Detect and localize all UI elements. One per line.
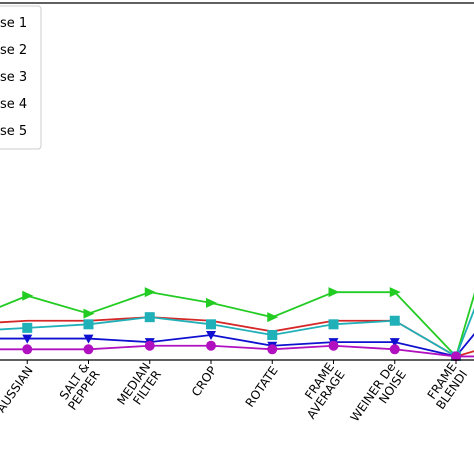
marker [83,344,94,355]
series-line [0,307,474,358]
plot-area [0,287,474,361]
x-tick-label: ROTATE [243,364,281,410]
marker [328,319,339,330]
marker [83,319,94,330]
marker [267,344,278,355]
marker [144,340,155,351]
marker [389,344,400,355]
x-tick-label: FRAMEBLENDI [423,360,471,412]
legend-label: se 1 [0,16,27,31]
marker [389,287,401,298]
marker [206,331,216,341]
marker [267,312,279,323]
x-tick-label: WEINER DeNOISE [348,360,409,431]
marker [144,287,156,298]
marker [83,334,94,344]
legend: se 1 se 2 se 3 se 4 se 5 [0,5,42,150]
marker [22,322,33,333]
marker [22,344,33,355]
marker [389,338,400,348]
x-tick-label: AUSSIAN [0,364,36,415]
x-tick-label: FRAMEAVERAGE [293,360,347,421]
marker [22,290,34,301]
marker [83,308,95,319]
marker [22,334,33,344]
marker [267,330,278,341]
marker [206,340,216,351]
marker [206,297,217,308]
marker [144,312,155,323]
series-line [0,291,474,359]
marker [389,315,400,326]
x-tick-label: CROP [189,364,220,399]
marker [328,340,339,351]
legend-label: se 2 [0,43,27,58]
marker [206,319,216,330]
marker [451,351,461,361]
series-line [0,332,474,358]
legend-label: se 3 [0,70,27,85]
x-tick-label: SALT &PEPPER [55,360,103,413]
x-tick-label: MEDIANFILTER [114,360,164,415]
marker [328,287,340,298]
legend-box [0,5,42,150]
legend-label: se 4 [0,97,27,112]
series-line [0,344,474,358]
legend-label: se 5 [0,124,27,139]
